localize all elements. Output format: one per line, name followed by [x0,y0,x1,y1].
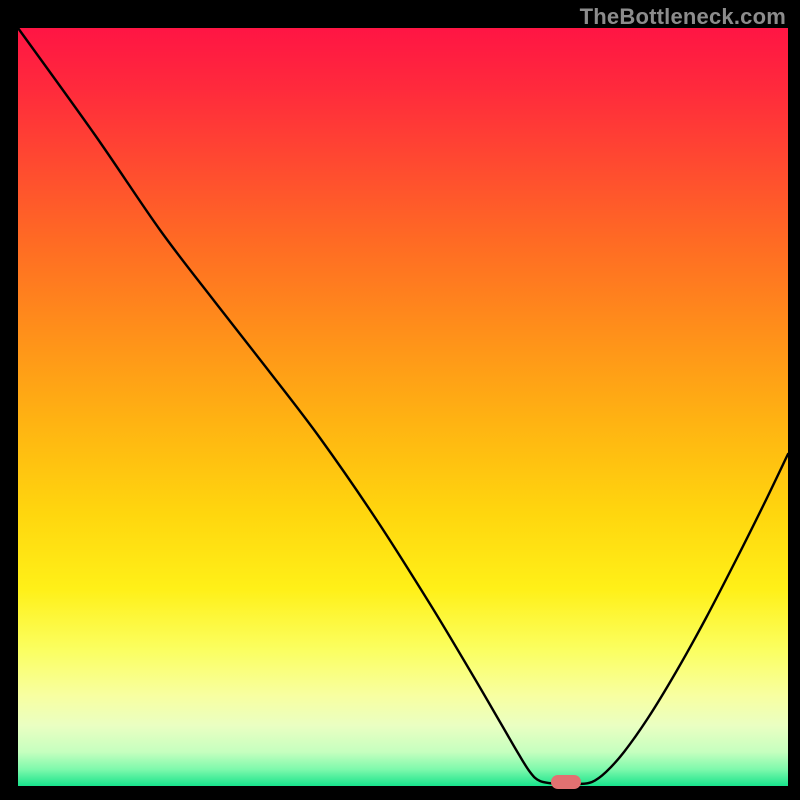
optimum-marker [551,775,581,789]
watermark-text: TheBottleneck.com [580,4,786,30]
bottleneck-chart [0,0,800,800]
plot-background [18,28,788,786]
chart-outer: TheBottleneck.com [0,0,800,800]
